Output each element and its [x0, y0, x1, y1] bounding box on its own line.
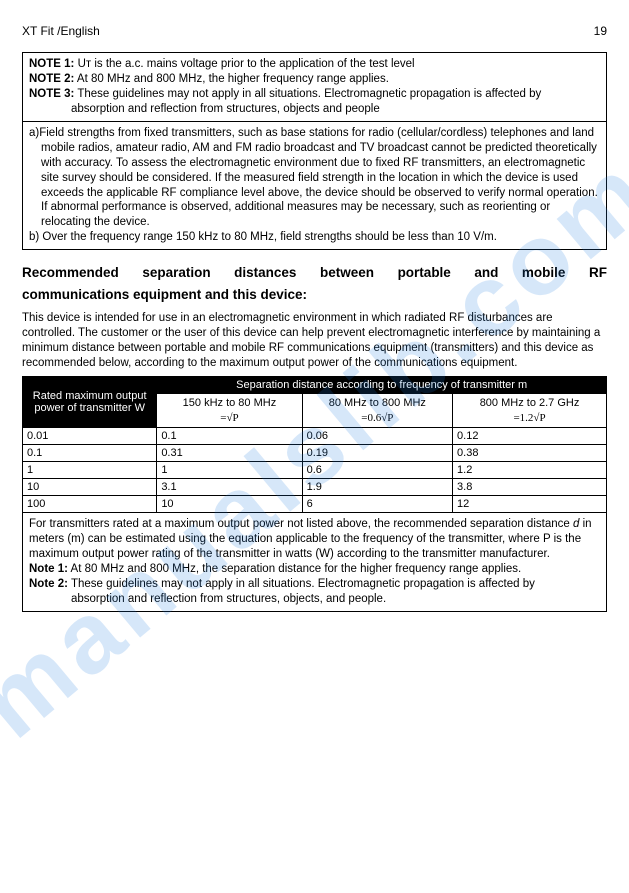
separation-table: Rated maximum output power of transmitte…: [22, 376, 607, 513]
cell: 0.1: [23, 445, 157, 462]
footer-note2-cont: absorption and reflection from structure…: [29, 592, 600, 607]
footer-note2: Note 2: These guidelines may not apply i…: [29, 577, 600, 592]
footer-note2-text: These guidelines may not apply in all si…: [68, 578, 535, 590]
note1-text: Uᴛ is the a.c. mains voltage prior to th…: [74, 58, 414, 70]
th-col2: 80 MHz to 800 MHz =0.6√P: [302, 394, 452, 428]
th-col2-l1: 80 MHz to 800 MHz: [329, 397, 426, 409]
cell: 1: [157, 462, 302, 479]
intro-paragraph: This device is intended for use in an el…: [22, 311, 607, 371]
cell: 0.12: [453, 428, 607, 445]
footer-note1-label: Note 1:: [29, 563, 68, 575]
note3: NOTE 3: These guidelines may not apply i…: [29, 87, 600, 102]
cell: 0.06: [302, 428, 452, 445]
cell: 1.2: [453, 462, 607, 479]
cell: 0.6: [302, 462, 452, 479]
footer-note1-text: At 80 MHz and 800 MHz, the separation di…: [68, 563, 521, 575]
cell: 6: [302, 496, 452, 513]
th-col3-l1: 800 MHz to 2.7 GHz: [480, 397, 580, 409]
cell: 0.31: [157, 445, 302, 462]
footer-note2-label: Note 2:: [29, 578, 68, 590]
th-col1-l1: 150 kHz to 80 MHz: [183, 397, 277, 409]
footer-p1a: For transmitters rated at a maximum outp…: [29, 518, 573, 530]
note3-label: NOTE 3:: [29, 88, 74, 100]
cell: 0.1: [157, 428, 302, 445]
item-b: b) Over the frequency range 150 kHz to 8…: [29, 230, 600, 245]
footer-note1: Note 1: At 80 MHz and 800 MHz, the separ…: [29, 562, 600, 577]
th-separation-header: Separation distance according to frequen…: [157, 377, 607, 394]
cell: 0.19: [302, 445, 452, 462]
cell: 100: [23, 496, 157, 513]
ab-box: a)Field strengths from fixed transmitter…: [22, 122, 607, 251]
cell: 0.01: [23, 428, 157, 445]
note3-continuation: absorption and reflection from structure…: [29, 102, 600, 117]
cell: 3.1: [157, 479, 302, 496]
table-row: 1 1 0.6 1.2: [23, 462, 607, 479]
note1: NOTE 1: Uᴛ is the a.c. mains voltage pri…: [29, 57, 600, 72]
header-page-number: 19: [594, 24, 607, 38]
note1-label: NOTE 1:: [29, 58, 74, 70]
cell: 12: [453, 496, 607, 513]
note2-text: At 80 MHz and 800 MHz, the higher freque…: [74, 73, 389, 85]
th-rated-power: Rated maximum output power of transmitte…: [23, 377, 157, 428]
note2-label: NOTE 2:: [29, 73, 74, 85]
table-row: 0.01 0.1 0.06 0.12: [23, 428, 607, 445]
cell: 10: [157, 496, 302, 513]
cell: 1: [23, 462, 157, 479]
table-row: 100 10 6 12: [23, 496, 607, 513]
section-title-line2: communications equipment and this device…: [22, 286, 607, 304]
item-a-line1: a)Field strengths from fixed transmitter…: [29, 126, 600, 141]
footer-paragraph: For transmitters rated at a maximum outp…: [29, 517, 600, 562]
section-title-line1: Recommended separation distances between…: [22, 264, 607, 282]
th-col3-l2: =1.2√P: [513, 412, 545, 424]
th-col1-l2: =√P: [220, 412, 238, 424]
cell: 0.38: [453, 445, 607, 462]
table-row: 10 3.1 1.9 3.8: [23, 479, 607, 496]
page-header: XT Fit /English 19: [22, 24, 607, 38]
cell: 3.8: [453, 479, 607, 496]
cell: 1.9: [302, 479, 452, 496]
note2: NOTE 2: At 80 MHz and 800 MHz, the highe…: [29, 72, 600, 87]
notes-box: NOTE 1: Uᴛ is the a.c. mains voltage pri…: [22, 52, 607, 122]
header-left: XT Fit /English: [22, 24, 100, 38]
item-a-line2: mobile radios, amateur radio, AM and FM …: [29, 141, 600, 231]
table-row: 0.1 0.31 0.19 0.38: [23, 445, 607, 462]
cell: 10: [23, 479, 157, 496]
th-col1: 150 kHz to 80 MHz =√P: [157, 394, 302, 428]
table-footer-box: For transmitters rated at a maximum outp…: [22, 513, 607, 612]
th-col2-l2: =0.6√P: [361, 412, 393, 424]
th-col3: 800 MHz to 2.7 GHz =1.2√P: [453, 394, 607, 428]
note3-text: These guidelines may not apply in all si…: [74, 88, 541, 100]
